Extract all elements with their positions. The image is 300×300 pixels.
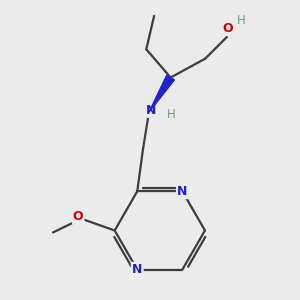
Text: N: N <box>146 103 156 117</box>
Text: H: H <box>167 108 176 121</box>
Text: H: H <box>237 14 246 27</box>
Polygon shape <box>149 75 174 112</box>
Text: O: O <box>73 210 83 223</box>
Text: O: O <box>222 22 233 35</box>
Text: N: N <box>177 185 188 198</box>
Text: N: N <box>132 263 142 276</box>
